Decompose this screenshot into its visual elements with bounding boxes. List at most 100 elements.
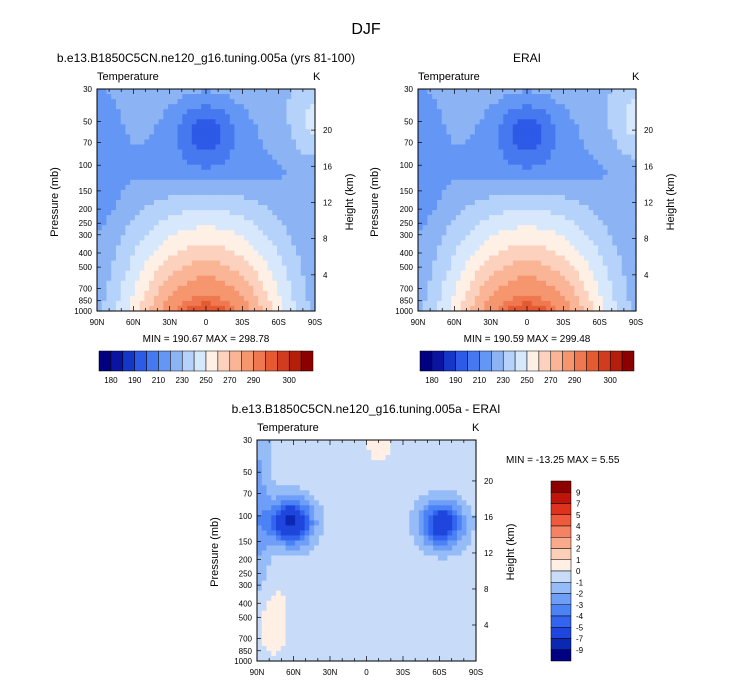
contour-cell <box>493 104 500 110</box>
contour-cell <box>295 510 301 516</box>
contour-cell <box>446 164 452 171</box>
contour-cell <box>531 260 538 267</box>
contour-cell <box>215 215 221 221</box>
contour-cell <box>479 260 485 267</box>
contour-cell <box>323 570 330 577</box>
contour-cell <box>280 475 287 481</box>
contour-cell <box>318 570 325 577</box>
contour-cell <box>296 245 302 252</box>
contour-cell <box>304 455 310 461</box>
contour-cell <box>290 490 296 496</box>
contour-cell <box>296 99 302 105</box>
contour-cell <box>470 295 476 302</box>
contour-cell <box>149 99 155 105</box>
contour-cell <box>206 215 212 221</box>
contour-cell <box>111 275 117 282</box>
contour-cell <box>465 300 471 307</box>
contour-cell <box>172 154 179 161</box>
contour-cell <box>564 200 571 206</box>
y2-tick-label: 20 <box>323 126 332 135</box>
contour-cell <box>328 650 334 657</box>
contour-cell <box>215 124 221 130</box>
contour-cell <box>427 194 433 201</box>
contour-cell <box>172 189 179 196</box>
contour-cell <box>258 205 264 211</box>
contour-cell <box>422 114 429 120</box>
contour-cell <box>508 280 514 287</box>
contour-cell <box>617 114 623 120</box>
contour-cell <box>210 154 217 161</box>
contour-cell <box>210 164 217 171</box>
contour-cell <box>451 275 457 282</box>
contour-cell <box>280 500 287 506</box>
contour-cell <box>517 305 523 312</box>
contour-cell <box>484 174 490 181</box>
contour-cell <box>286 139 292 146</box>
contour-cell <box>617 220 623 226</box>
contour-cell <box>550 215 557 221</box>
contour-cell <box>432 144 438 151</box>
contour-cell <box>451 169 457 176</box>
contour-cell <box>508 154 514 161</box>
contour-cell <box>258 144 264 151</box>
contour-cell <box>153 129 160 136</box>
contour-cell <box>550 124 557 130</box>
contour-cell <box>328 490 334 496</box>
contour-cell <box>333 515 339 521</box>
contour-cell <box>281 280 288 287</box>
contour-cell <box>120 205 127 211</box>
contour-cell <box>441 139 448 146</box>
contour-cell <box>206 169 212 176</box>
contour-cell <box>267 275 273 282</box>
contour-cell <box>210 169 217 176</box>
contour-cell <box>304 585 310 592</box>
contour-cell <box>598 215 604 221</box>
contour-cell <box>299 625 306 632</box>
contour-cell <box>253 205 259 211</box>
contour-cell <box>295 450 301 456</box>
contour-cell <box>593 275 599 282</box>
contour-cell <box>280 510 287 516</box>
contour-cell <box>97 184 103 191</box>
contour-cell <box>484 215 490 221</box>
contour-cell <box>125 250 131 257</box>
contour-cell <box>304 650 310 657</box>
contour-cell <box>134 255 141 262</box>
contour-cell <box>455 255 462 262</box>
contour-cell <box>465 89 471 95</box>
contour-cell <box>545 134 552 141</box>
contour-cell <box>130 159 136 166</box>
contour-cell <box>422 305 429 312</box>
contour-cell <box>290 620 296 627</box>
contour-cell <box>253 159 259 166</box>
contour-cell <box>111 200 117 206</box>
contour-cell <box>555 225 561 231</box>
contour-cell <box>583 194 590 201</box>
contour-cell <box>111 210 117 216</box>
contour-cell <box>593 129 599 136</box>
contour-cell <box>187 139 193 146</box>
contour-cell <box>626 169 632 176</box>
contour-cell <box>489 189 495 196</box>
contour-cell <box>465 205 471 211</box>
contour-cell <box>130 124 136 130</box>
contour-cell <box>234 129 240 136</box>
contour-cell <box>333 455 339 461</box>
contour-cell <box>418 179 424 186</box>
contour-cell <box>588 280 594 287</box>
contour-cell <box>106 99 112 105</box>
contour-cell <box>564 265 571 272</box>
contour-cell <box>560 275 566 282</box>
contour-cell <box>493 200 500 206</box>
contour-cell <box>187 189 193 196</box>
contour-cell <box>512 179 519 186</box>
contour-cell <box>427 200 433 206</box>
contour-cell <box>285 550 291 557</box>
contour-cell <box>560 184 566 191</box>
contour-cell <box>177 245 183 252</box>
contour-cell <box>522 119 528 125</box>
contour-cell <box>296 280 302 287</box>
contour-cell <box>607 295 613 302</box>
contour-cell <box>489 89 495 95</box>
contour-cell <box>280 525 287 532</box>
